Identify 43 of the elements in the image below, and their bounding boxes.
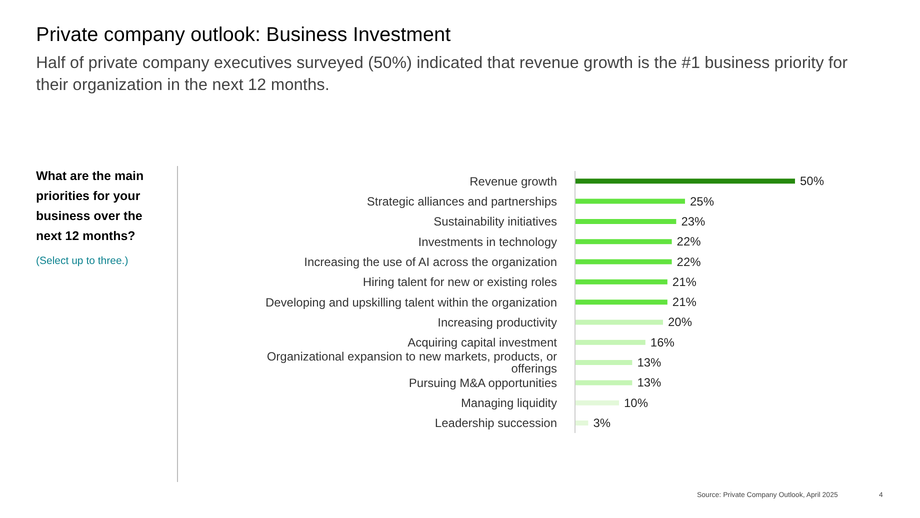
bar xyxy=(575,360,632,366)
text: Private company outlook: Business Investment xyxy=(36,24,451,47)
y-tick-label: Hiring talent for new or existing roles xyxy=(362,275,557,290)
text: (Select up to three.) xyxy=(36,255,128,267)
data-label: 21% xyxy=(672,295,697,310)
bar xyxy=(575,320,663,325)
y-tick-label: Sustainability initiatives xyxy=(434,214,557,229)
data-label: 13% xyxy=(637,356,662,370)
y-tick-label: Revenue growth xyxy=(470,174,557,188)
bar xyxy=(575,380,632,386)
y-tick-label: Pursuing M&A opportunities xyxy=(408,376,557,390)
y-tick-label: Managing liquidity xyxy=(460,396,557,410)
y-tick-label: Acquiring capital investment xyxy=(408,336,558,350)
bar xyxy=(575,279,668,284)
data-label: 16% xyxy=(650,335,675,350)
bar xyxy=(575,259,672,264)
data-label: 22% xyxy=(676,254,702,269)
data-label: 20% xyxy=(668,315,692,330)
text: What are the main priorities for your business over the next 12 months? xyxy=(36,168,145,245)
data-label: 22% xyxy=(676,234,702,249)
data-label: 10% xyxy=(624,396,648,410)
data-label: 23% xyxy=(681,214,706,228)
bar xyxy=(575,178,795,184)
y-tick-label: Increasing productivity xyxy=(438,315,557,330)
bar xyxy=(575,340,646,345)
text: Half of private company executives surveyed (50%) indicated that revenue growth is the #1 business priority for their organization in the next 12 months. xyxy=(36,53,849,96)
y-tick-label: Leadership succession xyxy=(434,416,557,430)
bar xyxy=(575,420,588,426)
y-tick-label: Organizational expansion to new markets, products, or offerings xyxy=(266,350,557,376)
data-label: 21% xyxy=(672,274,697,289)
y-tick-label: Strategic alliances and partnerships xyxy=(366,194,557,208)
bar xyxy=(575,218,676,224)
data-label: 50% xyxy=(800,174,824,188)
y-tick-label: Developing and upskilling talent within the organization xyxy=(265,295,557,310)
data-label: 25% xyxy=(690,194,714,208)
y-tick-label: Investments in technology xyxy=(418,234,557,249)
data-label: 13% xyxy=(637,376,662,390)
data-label: 3% xyxy=(593,416,611,430)
bar xyxy=(575,239,672,244)
bar xyxy=(575,300,668,305)
bar xyxy=(575,400,619,406)
bar xyxy=(575,198,685,204)
y-tick-label: Increasing the use of AI across the organization xyxy=(304,254,557,269)
